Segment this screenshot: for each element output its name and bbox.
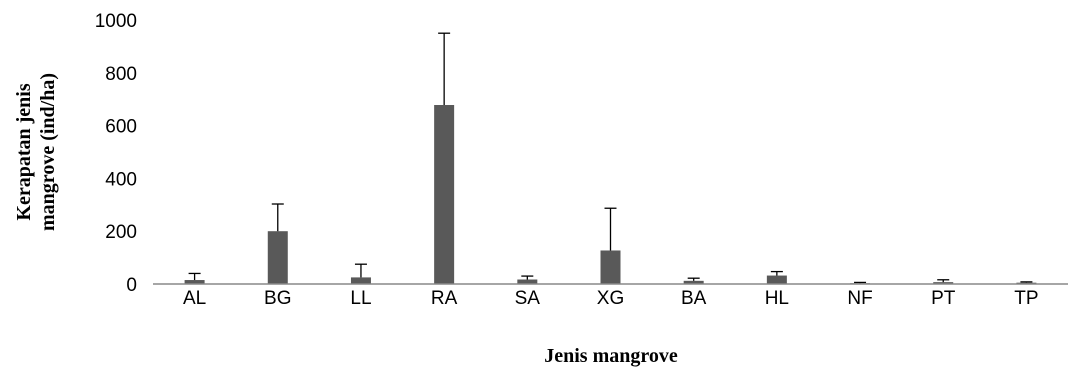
error-bar-bg [271,203,284,232]
x-tick-label-nf: NF [847,288,872,309]
y-tick-label: 600 [105,117,137,138]
y-axis-ticks: 0 200 400 600 800 1000 [95,11,137,296]
bar-ba [683,280,704,284]
x-tick-label-sa: SA [515,288,541,309]
bar-ra [434,105,455,285]
error-bar-tp [1020,281,1033,283]
bar-sa [517,279,538,284]
error-bar-hl [770,270,783,276]
error-bar-ra [438,32,451,106]
error-bar-sa [521,275,534,280]
x-tick-label-ba: BA [681,288,707,309]
x-tick-label-bg: BG [264,288,291,309]
bars [184,105,1037,285]
y-axis-title: Kerapatan jenis mangrove (ind/ha) [13,73,59,231]
y-tick-label: 400 [105,169,137,190]
x-tick-label-tp: TP [1014,288,1038,309]
x-tick-label-xg: XG [597,288,624,309]
bar-xg [600,250,621,284]
bar-al [184,280,205,284]
error-bar-pt [937,279,950,283]
y-tick-label: 1000 [95,11,137,32]
y-tick-label: 800 [105,64,137,85]
error-bars [188,32,1033,284]
x-tick-label-hl: HL [765,288,789,309]
error-bar-xg [604,207,617,251]
bar-ll [350,277,371,284]
x-axis-ticks: AL BG LL RA SA XG BA HL NF PT TP [183,288,1039,309]
x-axis-title: Jenis mangrove [544,345,678,367]
y-tick-label: 0 [126,275,137,296]
bar-bg [267,231,288,284]
x-tick-label-ll: LL [350,288,371,309]
x-tick-label-pt: PT [931,288,956,309]
bar-pt [933,282,954,284]
error-bar-al [188,272,201,281]
y-axis-title-line-2: mangrove (ind/ha) [37,73,59,231]
error-bar-ba [687,277,700,281]
x-tick-label-ra: RA [431,288,458,309]
x-tick-label-al: AL [183,288,206,309]
error-bar-nf [854,281,867,284]
bar-hl [766,275,787,284]
y-axis-title-line-1: Kerapatan jenis [13,83,35,220]
error-bar-ll [354,263,367,278]
y-tick-label: 200 [105,222,137,243]
